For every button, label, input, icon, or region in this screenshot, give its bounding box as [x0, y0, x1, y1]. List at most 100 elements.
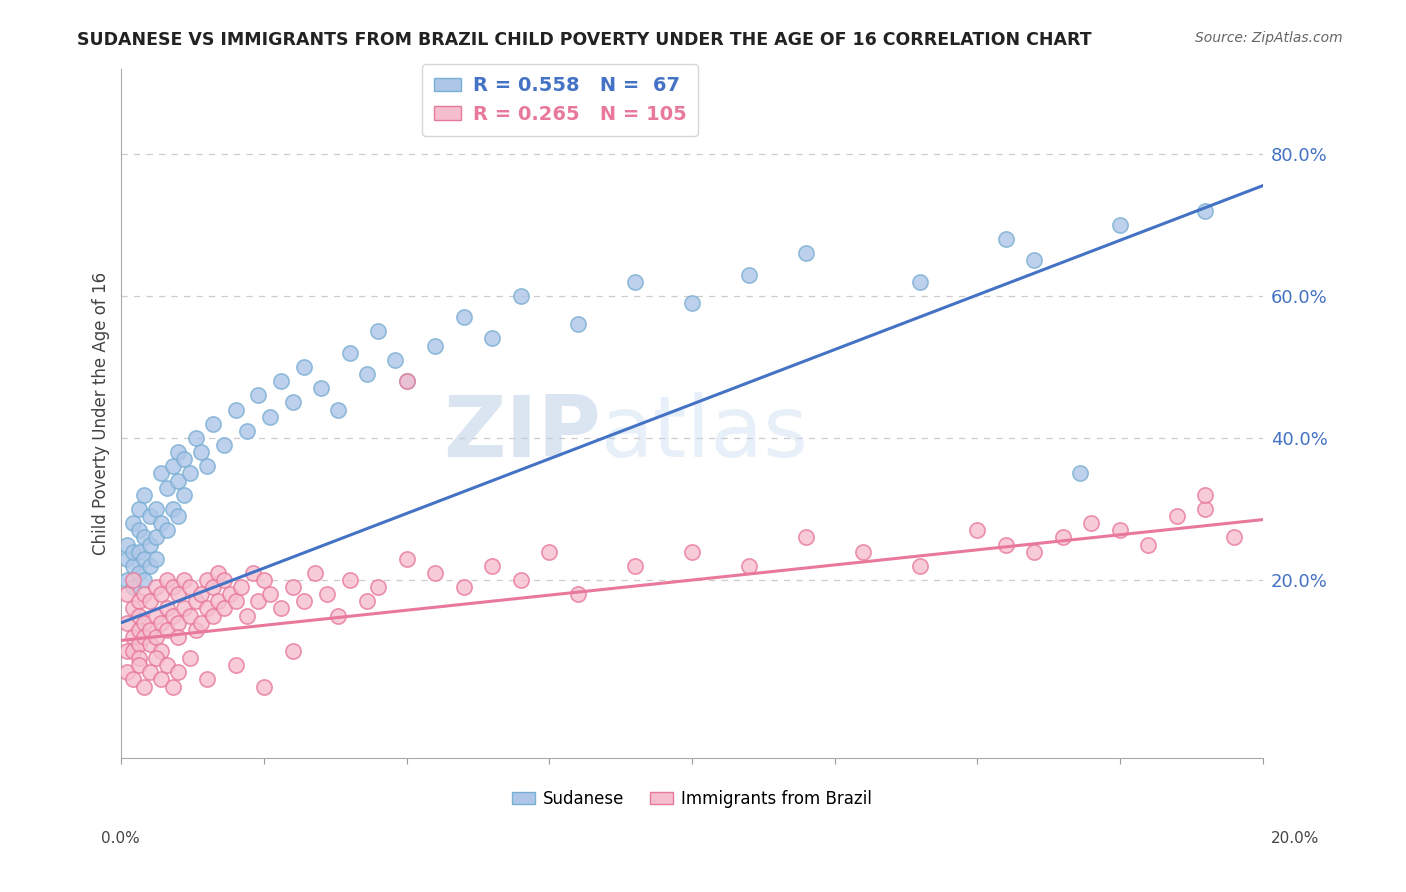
Point [966, 524, 988, 538]
Point [173, 488, 195, 502]
Point [225, 658, 247, 673]
Point [481, 558, 503, 573]
Point [309, 381, 332, 395]
Point [173, 601, 195, 615]
Point [270, 601, 292, 615]
Point [128, 608, 150, 623]
Point [134, 488, 156, 502]
Text: 0.0%: 0.0% [101, 831, 141, 846]
Point [253, 573, 276, 587]
Point [162, 608, 184, 623]
Point [139, 558, 162, 573]
Point [356, 367, 378, 381]
Point [162, 459, 184, 474]
Point [225, 402, 247, 417]
Point [145, 530, 167, 544]
Point [150, 644, 173, 658]
Point [1109, 524, 1132, 538]
Point [212, 573, 235, 587]
Point [139, 637, 162, 651]
Point [425, 338, 447, 352]
Point [173, 452, 195, 467]
Point [195, 573, 218, 587]
Point [139, 623, 162, 637]
Point [156, 524, 179, 538]
Point [121, 544, 143, 558]
Point [738, 558, 761, 573]
Point [236, 424, 259, 438]
Point [567, 587, 589, 601]
Point [247, 388, 270, 402]
Point [128, 502, 150, 516]
Text: Source: ZipAtlas.com: Source: ZipAtlas.com [1195, 31, 1343, 45]
Point [339, 345, 361, 359]
Point [908, 275, 931, 289]
Point [681, 296, 703, 310]
Point [201, 417, 224, 431]
Point [162, 680, 184, 694]
Point [201, 608, 224, 623]
Point [328, 402, 350, 417]
Point [167, 630, 190, 644]
Point [179, 651, 201, 665]
Point [115, 665, 138, 680]
Point [115, 615, 138, 630]
Point [212, 601, 235, 615]
Point [395, 551, 418, 566]
Point [253, 680, 276, 694]
Point [184, 623, 207, 637]
Point [453, 580, 475, 594]
Point [128, 566, 150, 580]
Point [367, 325, 389, 339]
Point [150, 587, 173, 601]
Point [247, 594, 270, 608]
Point [145, 630, 167, 644]
Point [225, 594, 247, 608]
Point [150, 615, 173, 630]
Point [304, 566, 326, 580]
Point [218, 587, 240, 601]
Point [212, 438, 235, 452]
Point [1080, 516, 1102, 531]
Point [121, 580, 143, 594]
Point [121, 558, 143, 573]
Point [259, 409, 281, 424]
Point [624, 275, 647, 289]
Text: atlas: atlas [600, 392, 808, 475]
Point [145, 551, 167, 566]
Point [121, 673, 143, 687]
Point [128, 637, 150, 651]
Point [190, 587, 212, 601]
Point [794, 246, 817, 260]
Point [115, 587, 138, 601]
Legend: Sudanese, Immigrants from Brazil: Sudanese, Immigrants from Brazil [505, 783, 879, 814]
Point [150, 516, 173, 531]
Point [156, 601, 179, 615]
Point [367, 580, 389, 594]
Point [994, 537, 1017, 551]
Point [134, 530, 156, 544]
Point [179, 467, 201, 481]
Point [121, 573, 143, 587]
Point [328, 608, 350, 623]
Point [242, 566, 264, 580]
Point [509, 573, 531, 587]
Point [162, 580, 184, 594]
Point [145, 608, 167, 623]
Point [425, 566, 447, 580]
Point [139, 509, 162, 524]
Point [167, 615, 190, 630]
Y-axis label: Child Poverty Under the Age of 16: Child Poverty Under the Age of 16 [93, 271, 110, 555]
Point [167, 587, 190, 601]
Point [481, 331, 503, 345]
Point [134, 551, 156, 566]
Point [156, 658, 179, 673]
Point [1024, 253, 1046, 268]
Point [1194, 203, 1216, 218]
Point [190, 615, 212, 630]
Point [1223, 530, 1246, 544]
Point [384, 352, 406, 367]
Point [794, 530, 817, 544]
Point [115, 537, 138, 551]
Point [1069, 467, 1091, 481]
